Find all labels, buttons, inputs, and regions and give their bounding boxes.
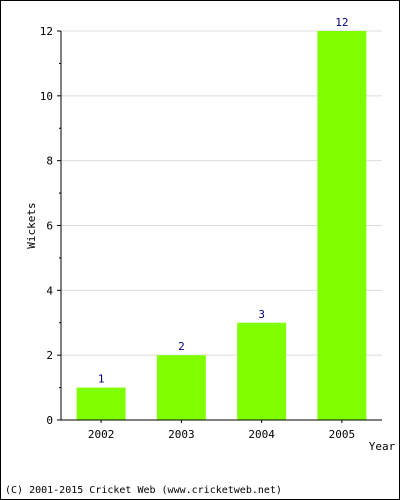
bar-value-label: 12 <box>335 16 348 29</box>
bar-value-label: 2 <box>178 340 185 353</box>
bar-value-label: 1 <box>98 373 105 386</box>
y-tick-label: 12 <box>40 25 53 38</box>
y-tick-label: 6 <box>46 220 53 233</box>
bar <box>76 387 126 420</box>
x-axis-title: Year <box>369 440 396 453</box>
bar-value-label: 3 <box>258 308 265 321</box>
bar <box>237 322 287 420</box>
y-axis-title: Wickets <box>25 202 38 248</box>
bar <box>317 31 367 420</box>
copyright-text: (C) 2001-2015 Cricket Web (www.cricketwe… <box>5 485 282 496</box>
x-tick-label: 2002 <box>88 428 115 441</box>
x-tick-label: 2003 <box>168 428 195 441</box>
x-tick-label: 2005 <box>329 428 356 441</box>
x-tick-label: 2004 <box>248 428 275 441</box>
y-tick-label: 2 <box>46 349 53 362</box>
y-tick-label: 10 <box>40 90 53 103</box>
bar-chart: 0 2 4 6 8 10 12 1 2002 2 2003 3 2004 12 2005 Year Wicket… <box>25 16 396 453</box>
y-tick-label: 8 <box>46 155 53 168</box>
y-tick-label: 0 <box>46 414 53 427</box>
bar <box>156 355 206 420</box>
y-tick-label: 4 <box>46 284 53 297</box>
